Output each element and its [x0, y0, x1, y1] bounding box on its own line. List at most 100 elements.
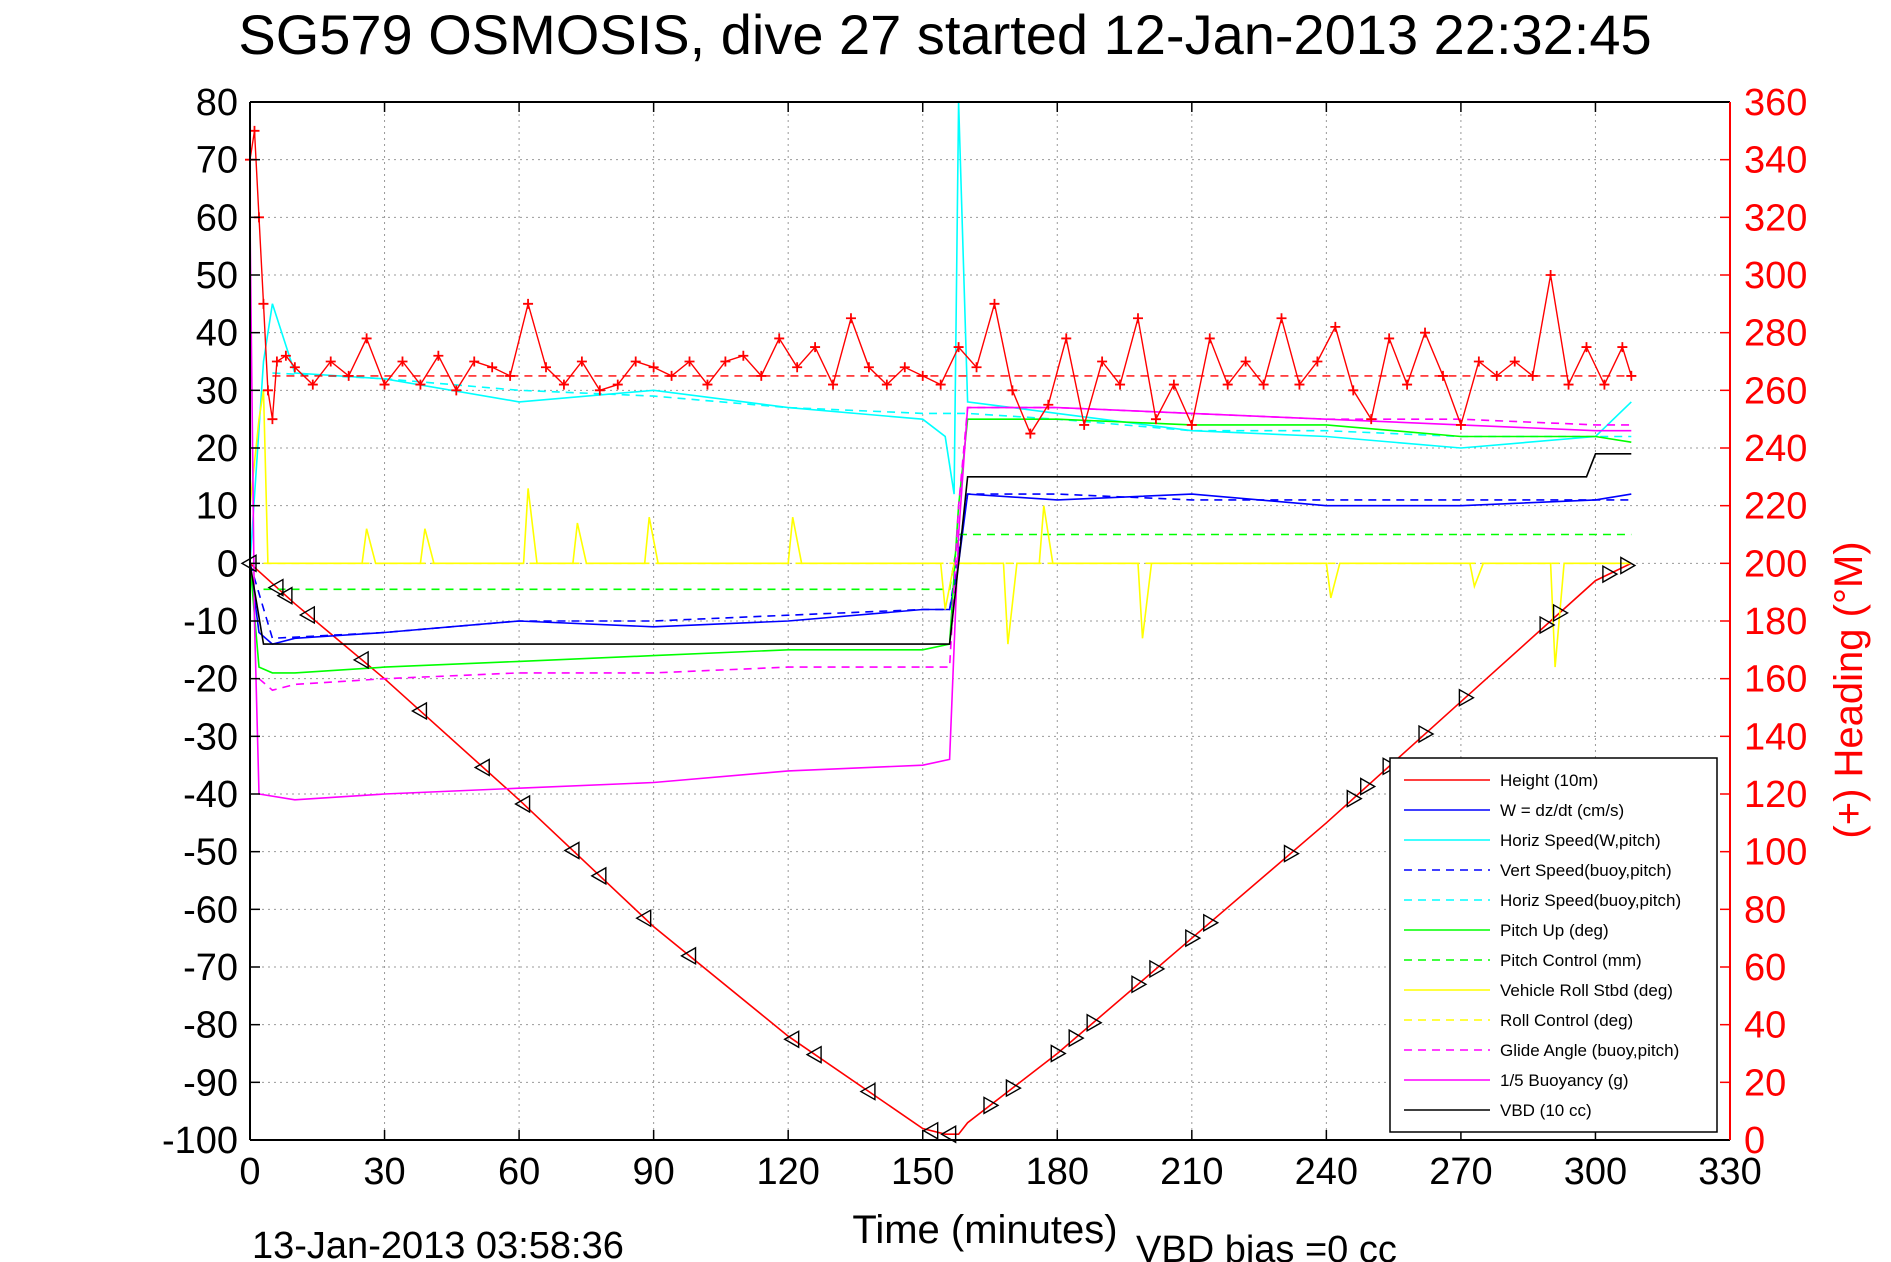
heading-point [397, 356, 408, 367]
series-line-horiz-speed-buoy-pitch [272, 372, 1632, 438]
legend-entry-pitch-up-deg: Pitch Up (deg) [1500, 921, 1609, 940]
turn-marker-right [1203, 913, 1220, 932]
legend: Height (10m) W = dz/dt (cm/s) Horiz Speed(… [1389, 757, 1718, 1133]
turn-marker-right [1360, 777, 1377, 796]
turn-marker-left [473, 758, 490, 777]
legend-entry-w-dz-dt-cm-s: W = dz/dt (cm/s) [1500, 801, 1624, 820]
y-tick-label: -100 [162, 1120, 238, 1162]
y-tick-label: -80 [183, 1005, 238, 1047]
heading-point [917, 370, 928, 381]
heading-point [1186, 419, 1197, 430]
heading-point [280, 350, 291, 361]
heading-point [1168, 379, 1179, 390]
heading-point [1581, 342, 1592, 353]
turn-marker-left [859, 1082, 876, 1101]
heading-point [262, 385, 273, 396]
y2-tick-label: 180 [1744, 601, 1807, 643]
heading-point [738, 350, 749, 361]
heading-point [1384, 333, 1395, 344]
heading-point [1402, 379, 1413, 390]
x-tick-label: 60 [498, 1151, 540, 1193]
heading-point [828, 379, 839, 390]
heading-point [258, 298, 269, 309]
turn-marker-left [514, 794, 531, 814]
x-tick-label: 270 [1429, 1151, 1492, 1193]
x-tick-label: 240 [1295, 1151, 1358, 1193]
heading-point [1563, 379, 1574, 390]
series-line-vbd-10-cc [249, 452, 1632, 645]
x-tick-label: 300 [1564, 1151, 1627, 1193]
y2-tick-label: 320 [1744, 197, 1807, 239]
heading-point [1330, 321, 1341, 332]
y-tick-label: 10 [196, 486, 238, 528]
heading-point [1527, 370, 1538, 381]
heading-point [594, 385, 605, 396]
y2-tick-label: 260 [1744, 370, 1807, 412]
y-tick-label: 70 [196, 140, 238, 182]
y-tick-label: -50 [183, 832, 238, 874]
turn-marker-right [1005, 1078, 1022, 1098]
heading-point [953, 342, 964, 353]
heading-point [720, 356, 731, 367]
vbd-bias-note: VBD bias =0 cc [1136, 1229, 1397, 1262]
heading-point [1079, 419, 1090, 430]
legend-entry-1-5-buoyancy-g: 1/5 Buoyancy (g) [1500, 1071, 1629, 1090]
grid-lines [250, 102, 1730, 1140]
y-tick-label: -70 [183, 947, 238, 989]
y-tick-label: 80 [196, 82, 238, 124]
y2-tick-label: 140 [1744, 716, 1807, 758]
x-tick-label: 90 [632, 1151, 674, 1193]
axes: 0 30 60 90 120 150 180 210 240 270 300 330807060504… [162, 82, 1807, 1193]
turn-marker-right [1149, 959, 1166, 979]
turn-marker-right [1068, 1028, 1085, 1048]
heading-point [774, 333, 785, 344]
series-line-horiz-speed-w-pitch [249, 101, 1632, 564]
turn-marker-left [352, 650, 369, 670]
heading-point [1509, 356, 1520, 367]
heading-point [1258, 379, 1269, 390]
heading-line [249, 130, 1632, 436]
heading-point [271, 356, 282, 367]
heading-point [1366, 414, 1377, 425]
heading-point [684, 356, 695, 367]
heading-point [630, 356, 641, 367]
legend-entry-horiz-speed-w-pitch: Horiz Speed(W,pitch) [1500, 831, 1661, 850]
turn-marker-left [298, 605, 316, 625]
y2-tick-label: 100 [1744, 832, 1807, 874]
heading-point [1437, 370, 1448, 381]
heading-point [343, 370, 354, 381]
heading-point [487, 362, 498, 373]
turn-marker-right [1539, 615, 1556, 635]
y-tick-label: 50 [196, 255, 238, 297]
y2-tick-label: 160 [1744, 659, 1807, 701]
turn-marker-left [276, 586, 293, 605]
end-time-note: 13-Jan-2013 03:58:36 [252, 1225, 624, 1262]
heading-point [1240, 356, 1251, 367]
y-tick-label: -40 [183, 774, 238, 816]
x-tick-label: 120 [756, 1151, 819, 1193]
heading-point [558, 379, 569, 390]
y2-tick-label: 80 [1744, 889, 1786, 931]
heading-point [249, 125, 260, 136]
heading-point [1115, 379, 1126, 390]
y2-tick-label: 0 [1744, 1120, 1765, 1162]
y2-tick-label: 340 [1744, 140, 1807, 182]
x-tick-label: 30 [363, 1151, 405, 1193]
heading-point [1097, 356, 1108, 367]
heading-point [612, 379, 623, 390]
heading-point [1545, 270, 1556, 280]
turn-marker-right [1283, 844, 1300, 863]
y-tick-label: 0 [217, 543, 238, 585]
turn-marker-right [1131, 975, 1148, 994]
legend-entry-vert-speed-buoy-pitch: Vert Speed(buoy,pitch) [1500, 861, 1672, 880]
y-tick-label: 60 [196, 197, 238, 239]
heading-point [379, 379, 390, 390]
heading-point [1025, 428, 1036, 439]
heading-point [307, 379, 318, 390]
right-y-axis-label: (+) Heading (°M) [1827, 541, 1871, 838]
heading-point [1276, 313, 1287, 324]
turn-marker-left [680, 946, 697, 966]
heading-point [1007, 385, 1018, 396]
y2-tick-label: 220 [1744, 486, 1807, 528]
